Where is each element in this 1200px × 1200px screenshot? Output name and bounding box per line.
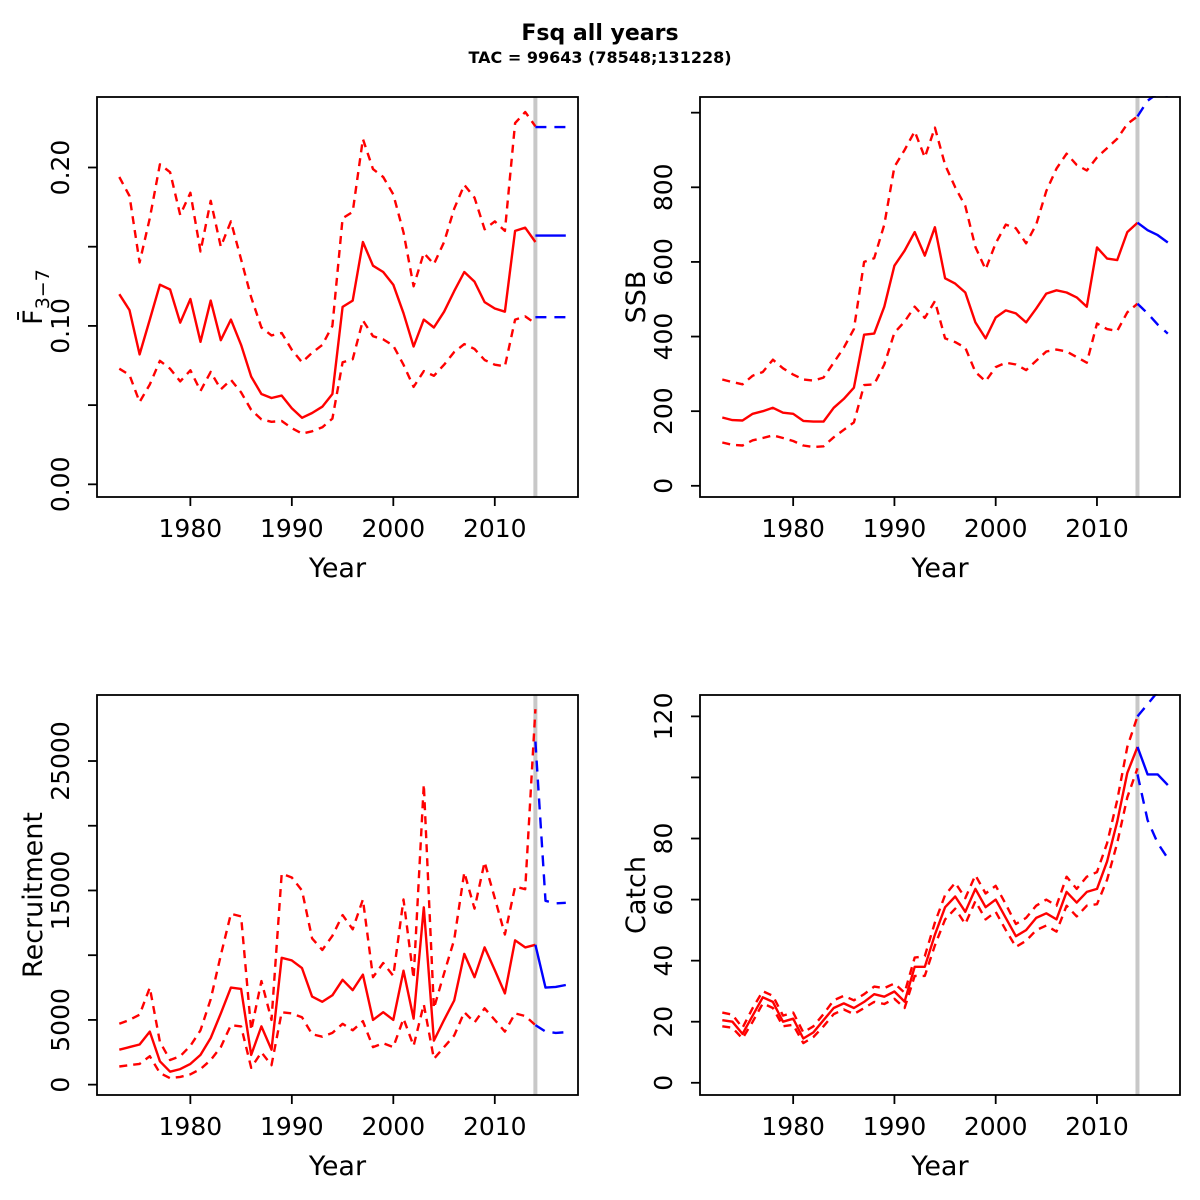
y-tick-label: 80	[649, 823, 678, 855]
y-tick-label: 25000	[46, 721, 75, 801]
x-tick-label: 2000	[964, 514, 1028, 543]
ssb-lower-ci-history-line	[722, 299, 1139, 449]
catch-upper-ci-forecast-line	[1136, 694, 1158, 718]
catch-y-axis-title: Catch	[621, 856, 652, 934]
y-tick-label: 800	[649, 163, 678, 211]
catch-lower-ci-history-line	[722, 767, 1139, 1045]
y-tick-label: 0.00	[46, 456, 75, 512]
fbar-plot-frame	[96, 96, 579, 498]
figure-title: Fsq all years	[521, 21, 679, 46]
fbar-upper-ci-history-line	[118, 110, 537, 364]
catch-median-forecast-line	[1136, 746, 1169, 786]
x-tick-label: 2000	[964, 1112, 1028, 1141]
x-tick-label: 1980	[761, 1112, 825, 1141]
y-tick-label: 5000	[46, 988, 75, 1052]
ssb-median-history-line	[722, 221, 1139, 423]
x-tick-label: 1990	[260, 1112, 324, 1141]
ssb-y-axis-title: SSB	[621, 271, 652, 324]
x-tick-label: 1990	[863, 1112, 927, 1141]
ssb-lower-ci-forecast-line	[1136, 302, 1169, 335]
x-tick-label: 2010	[463, 514, 527, 543]
panel-catch: 1980 1990 2000 2010 0 20 40 60 80 120 Year Catch	[621, 693, 1181, 1182]
panel-ssb: 1980 1990 2000 2010 0 200 400 600 800 Year SSB	[621, 96, 1181, 584]
x-tick-label: 2010	[1065, 1112, 1129, 1141]
y-tick-label: 40	[649, 945, 678, 977]
recruitment-upper-ci-forecast-line	[534, 741, 566, 905]
recruitment-lower-ci-history-line	[119, 1003, 537, 1080]
fbar-x-axis-title: Year	[308, 553, 367, 584]
ssb-upper-ci-history-line	[722, 115, 1139, 386]
figure-subtitle: TAC = 99643 (78548;131228)	[468, 48, 732, 67]
y-tick-label: 0.10	[46, 298, 75, 354]
y-tick-label: 600	[649, 238, 678, 286]
recruitment-y-axis-title: Recruitment	[18, 812, 49, 978]
panel-fbar: 1980 1990 2000 2010 0.00 0.10 0.20 Year F̄3−7	[17, 96, 579, 584]
recruitment-upper-ci-history-line	[118, 709, 537, 1062]
y-tick-label: 0	[649, 1075, 678, 1091]
x-tick-label: 1980	[159, 514, 223, 543]
catch-lower-ci-forecast-line	[1136, 774, 1169, 860]
y-tick-label: 0.20	[46, 140, 75, 196]
y-tick-label: 400	[649, 313, 678, 361]
x-tick-label: 1990	[863, 514, 927, 543]
catch-x-axis-title: Year	[910, 1151, 969, 1182]
recruitment-median-history-line	[119, 906, 536, 1073]
recruitment-x-axis-title: Year	[308, 1151, 367, 1182]
y-tick-label: 15000	[46, 851, 75, 931]
catch-upper-ci-history-line	[722, 716, 1139, 1034]
fbar-lower-ci-history-line	[118, 315, 537, 435]
recruitment-plot-frame	[96, 694, 579, 1096]
x-tick-label: 1980	[159, 1112, 223, 1141]
y-tick-label: 60	[649, 884, 678, 916]
catch-median-history-line	[722, 746, 1139, 1040]
fbar-median-history-line	[118, 226, 537, 419]
fbar-y-axis-title: F̄3−7	[17, 269, 54, 325]
ssb-x-axis-title: Year	[910, 553, 969, 584]
y-tick-label: 200	[649, 387, 678, 435]
ssb-plot-frame	[699, 96, 1181, 498]
recruitment-median-forecast-line	[534, 944, 567, 989]
x-tick-label: 1980	[761, 514, 825, 543]
catch-plot-frame	[699, 694, 1181, 1096]
x-tick-label: 2010	[1065, 514, 1129, 543]
y-tick-label: 20	[649, 1006, 678, 1038]
recruitment-lower-ci-forecast-line	[534, 1024, 566, 1035]
y-tick-label: 0	[649, 478, 678, 494]
x-tick-label: 2000	[361, 514, 425, 543]
panel-recruitment: 1980 1990 2000 2010 0 5000 15000 25000 Year Recru…	[18, 694, 579, 1182]
y-tick-label: 120	[649, 693, 678, 741]
ssb-median-forecast-line	[1136, 221, 1169, 244]
x-tick-label: 2000	[361, 1112, 425, 1141]
y-tick-label: 0	[46, 1077, 75, 1093]
x-tick-label: 2010	[463, 1112, 527, 1141]
x-tick-label: 1990	[260, 514, 324, 543]
